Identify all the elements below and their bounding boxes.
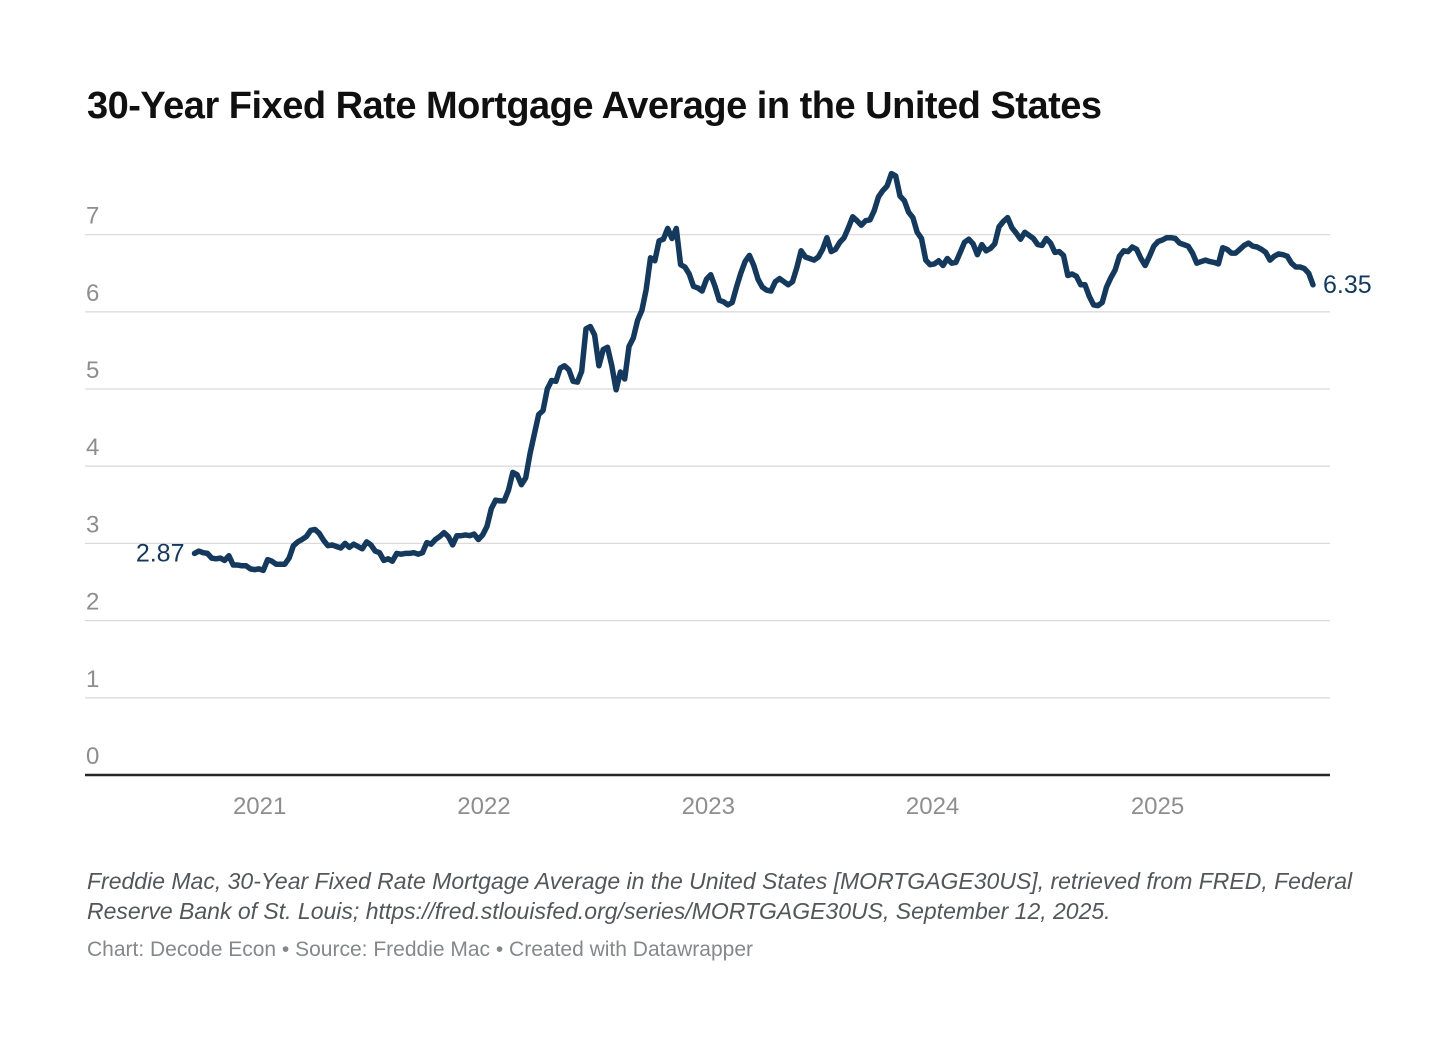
last-value-label: 6.35: [1323, 271, 1372, 299]
y-tick-label: 0: [86, 743, 99, 770]
y-tick-label: 1: [86, 666, 99, 693]
y-tick-label: 7: [86, 203, 99, 230]
first-value-label: 2.87: [136, 539, 185, 567]
x-tick-label: 2025: [1131, 793, 1184, 820]
chart-title: 30-Year Fixed Rate Mortgage Average in t…: [87, 85, 1102, 127]
x-tick-label: 2022: [457, 793, 510, 820]
x-tick-label: 2023: [682, 793, 735, 820]
source-notes: Freddie Mac, 30-Year Fixed Rate Mortgage…: [87, 868, 1353, 924]
x-tick-label: 2024: [906, 793, 959, 820]
y-tick-label: 3: [86, 511, 99, 538]
chart-byline: Chart: Decode Econ • Source: Freddie Mac…: [87, 938, 754, 961]
y-tick-label: 4: [86, 434, 99, 461]
y-tick-label: 5: [86, 357, 99, 384]
rate-line-series[interactable]: [191, 170, 1316, 574]
y-tick-label: 2: [86, 589, 99, 616]
x-tick-label: 2021: [233, 793, 286, 820]
y-tick-label: 6: [86, 280, 99, 307]
